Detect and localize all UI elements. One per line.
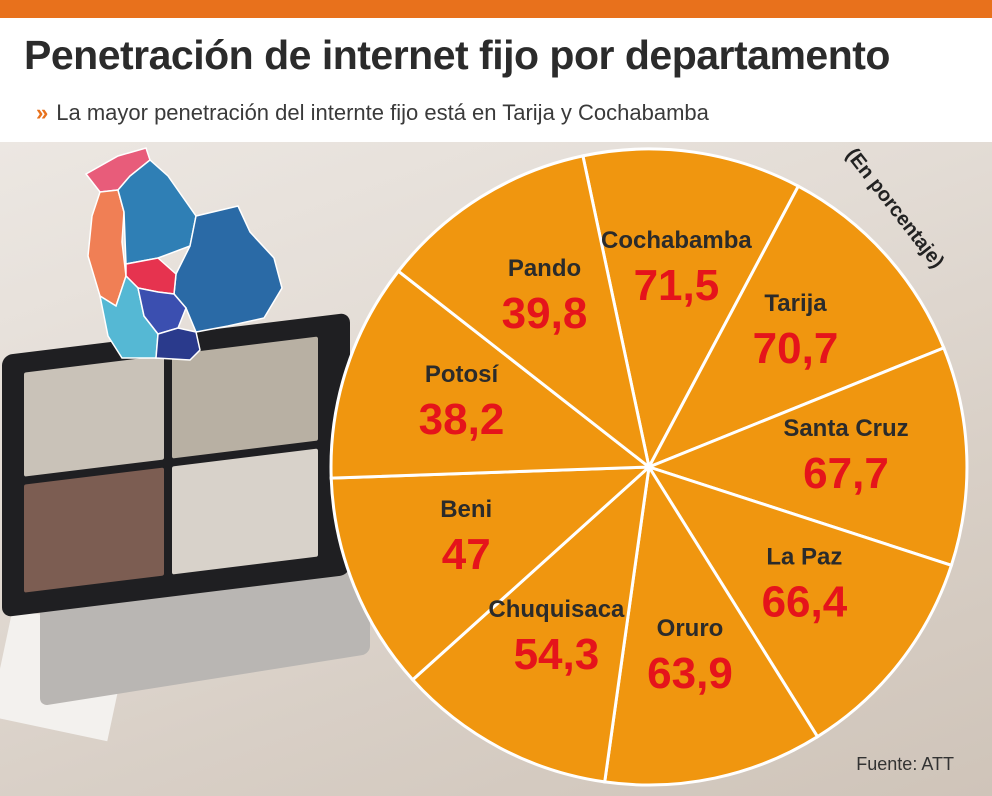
slice-label-beni: Beni bbox=[440, 496, 492, 523]
slice-label-oruro: Oruro bbox=[657, 615, 724, 642]
pie-slice-chuquisaca bbox=[410, 463, 652, 784]
map-region-tarija bbox=[155, 327, 201, 361]
pie-slice-beni bbox=[329, 465, 654, 682]
source-note: Fuente: ATT bbox=[856, 754, 954, 774]
pie-slice-santa-cruz bbox=[644, 345, 969, 568]
chevron-right-icon: » bbox=[36, 100, 49, 125]
data-label-santa-cruz: 67,7 bbox=[803, 449, 889, 498]
map-region-chuquisaca bbox=[137, 287, 187, 335]
slice-label-tarija: Tarija bbox=[764, 290, 827, 317]
pie-slice-cochabamba bbox=[581, 147, 801, 472]
data-label-cochabamba: 71,5 bbox=[634, 261, 720, 310]
pie-slice-oruro bbox=[603, 462, 820, 787]
accent-top-bar bbox=[0, 0, 992, 18]
pie-slice-la-paz bbox=[645, 464, 954, 739]
data-label-beni: 47 bbox=[442, 530, 491, 579]
data-label-oruro: 63,9 bbox=[647, 649, 733, 698]
chart-subtitle: La mayor penetración del internte fijo e… bbox=[56, 100, 709, 125]
data-label-potosi: 38,2 bbox=[419, 395, 505, 444]
chart-title: Penetración de internet fijo por departa… bbox=[24, 32, 890, 78]
pie-slice-tarija bbox=[645, 184, 946, 470]
slice-label-potosi: Potosí bbox=[425, 361, 500, 388]
subtitle-row: » La mayor penetración del internte fijo … bbox=[36, 100, 709, 126]
slice-label-la-paz: La Paz bbox=[766, 543, 842, 570]
slice-label-santa-cruz: Santa Cruz bbox=[783, 415, 908, 442]
pie-slice-potosi bbox=[329, 269, 654, 480]
slice-label-chuquisaca: Chuquisaca bbox=[488, 596, 625, 623]
data-label-la-paz: 66,4 bbox=[762, 577, 848, 626]
slice-label-cochabamba: Cochabamba bbox=[601, 227, 752, 254]
data-label-pando: 39,8 bbox=[502, 289, 588, 338]
bolivia-map-icon bbox=[84, 147, 283, 361]
slice-label-pando: Pando bbox=[508, 255, 581, 282]
data-label-tarija: 70,7 bbox=[753, 324, 839, 373]
data-label-chuquisaca: 54,3 bbox=[514, 630, 600, 679]
pie-slice-pando bbox=[396, 154, 652, 471]
